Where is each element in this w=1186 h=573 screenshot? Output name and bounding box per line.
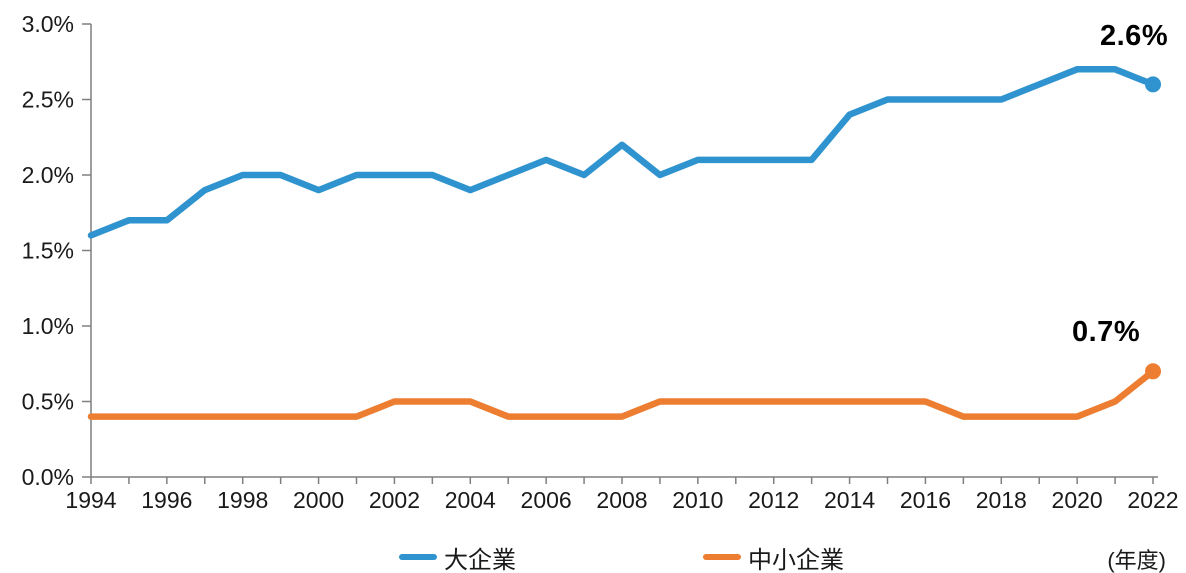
series-end-dot-0 <box>1145 76 1161 93</box>
x-tick-label: 1996 <box>141 487 192 513</box>
x-tick-label: 2004 <box>445 487 496 513</box>
series-line-1 <box>87 368 1157 420</box>
y-tick-label: 2.0% <box>22 162 74 188</box>
legend-label-sme: 中小企業 <box>748 546 844 573</box>
legend-swatch-large-enterprises-icon <box>399 554 437 560</box>
x-tick-label: 2022 <box>1127 487 1178 513</box>
y-tick-label: 2.5% <box>22 87 74 113</box>
legend-label-large-enterprises: 大企業 <box>444 546 516 573</box>
x-tick-label: 2010 <box>672 487 723 513</box>
x-tick-label: 2008 <box>596 487 647 513</box>
x-axis-unit-label: (年度) <box>1107 548 1166 573</box>
series-line-0 <box>87 66 1157 239</box>
x-tick-label: 2014 <box>824 487 875 513</box>
axes: 0.0% 0.5% 1.0% 1.5% 2.0% 2.5% 3.0% 1994 1996 1998… <box>22 11 1179 513</box>
y-tick-label: 0.5% <box>22 389 74 415</box>
legend-item-large-enterprises: 大企業 <box>399 541 516 573</box>
x-tick-label: 1998 <box>217 487 268 513</box>
legend-swatch-sme-icon <box>703 554 741 560</box>
x-tick-label: 2016 <box>900 487 951 513</box>
x-tick-label: 1994 <box>65 487 116 513</box>
x-tick-label: 2006 <box>521 487 572 513</box>
y-tick-label: 0.0% <box>22 464 74 490</box>
legend: 大企業 中小企業 <box>0 541 1186 573</box>
x-tick-label: 2018 <box>976 487 1027 513</box>
x-tick-label: 2002 <box>369 487 420 513</box>
sme-end-value-label: 0.7% <box>1072 316 1141 348</box>
y-tick-label: 1.0% <box>22 313 74 339</box>
series-end-dot-1 <box>1145 363 1161 380</box>
y-tick-label: 1.5% <box>22 238 74 264</box>
x-tick-label: 2020 <box>1052 487 1103 513</box>
x-tick-label: 2000 <box>293 487 344 513</box>
y-tick-label: 3.0% <box>22 11 74 37</box>
x-tick-label: 2012 <box>748 487 799 513</box>
large-enterprise-end-value-label: 2.6% <box>1100 20 1169 52</box>
legend-item-sme: 中小企業 <box>703 541 844 573</box>
